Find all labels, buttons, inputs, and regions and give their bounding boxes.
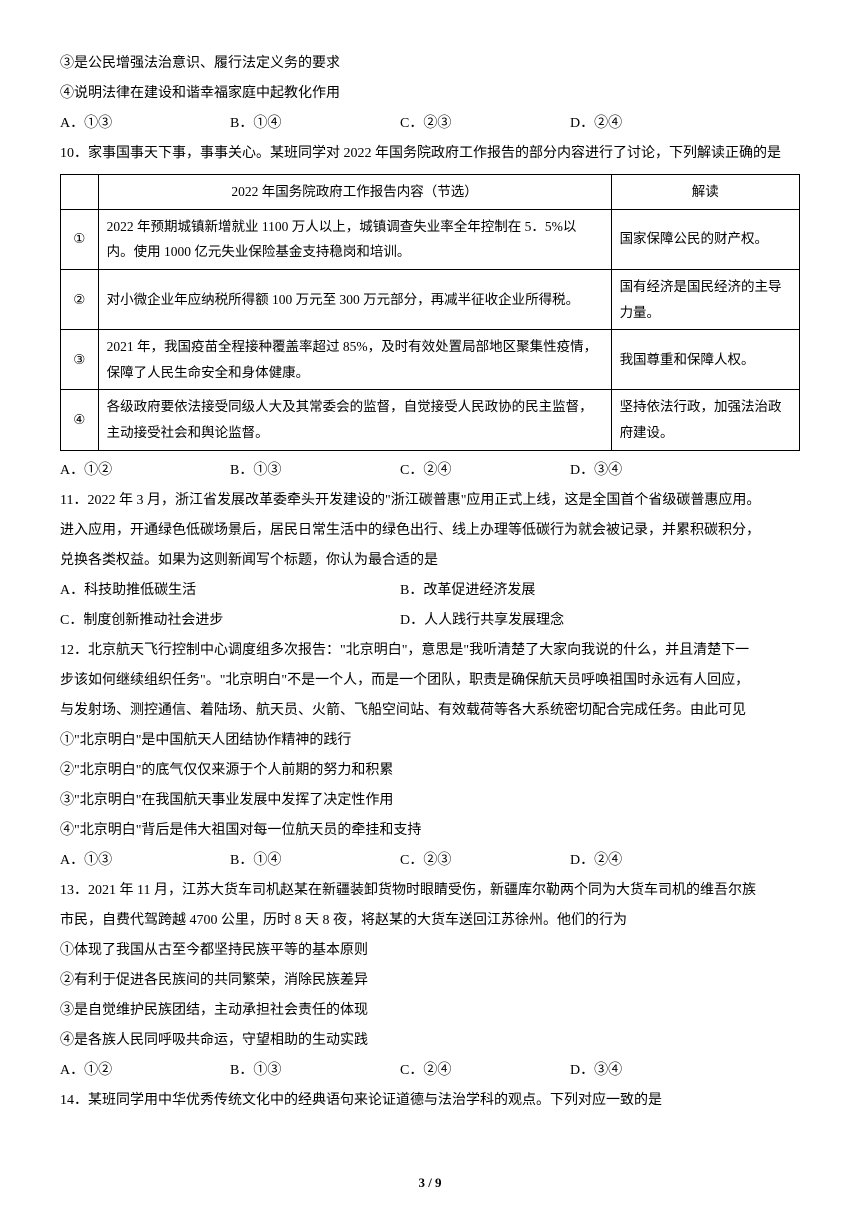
q13-choice-a: A．①② xyxy=(60,1057,230,1085)
row2-num: ② xyxy=(61,269,99,329)
q10-choice-a: A．①② xyxy=(60,457,230,485)
q11-line3: 兑换各类权益。如果为这则新闻写个标题，你认为最合适的是 xyxy=(60,547,800,575)
q12-stmt3: ③"北京明白"在我国航天事业发展中发挥了决定性作用 xyxy=(60,787,800,815)
pre-choice-d: D．②④ xyxy=(570,110,740,138)
q12-line1: 12．北京航天飞行控制中心调度组多次报告："北京明白"，意思是"我听清楚了大家向… xyxy=(60,637,800,665)
q11-choice-c: C．制度创新推动社会进步 xyxy=(60,607,400,635)
q13-line2: 市民，自费代驾跨越 4700 公里，历时 8 天 8 夜，将赵某的大货车送回江苏… xyxy=(60,907,800,935)
q13-choices: A．①② B．①③ C．②④ D．③④ xyxy=(60,1057,800,1085)
q10-choice-b: B．①③ xyxy=(230,457,400,485)
q13-choice-c: C．②④ xyxy=(400,1057,570,1085)
pre-choice-b: B．①④ xyxy=(230,110,400,138)
q12-choice-b: B．①④ xyxy=(230,847,400,875)
pre-choice-c: C．②③ xyxy=(400,110,570,138)
table-row: ① 2022 年预期城镇新增就业 1100 万人以上，城镇调查失业率全年控制在 … xyxy=(61,209,800,269)
q10-choice-d: D．③④ xyxy=(570,457,740,485)
q13-line1: 13．2021 年 11 月，江苏大货车司机赵某在新疆装卸货物时眼睛受伤，新疆库… xyxy=(60,877,800,905)
pre-choices: A．①③ B．①④ C．②③ D．②④ xyxy=(60,110,800,138)
q11-choices-row1: A．科技助推低碳生活 B．改革促进经济发展 xyxy=(60,577,800,605)
q13-choice-b: B．①③ xyxy=(230,1057,400,1085)
q11-choice-a: A．科技助推低碳生活 xyxy=(60,577,400,605)
row3-num: ③ xyxy=(61,330,99,390)
q12-line2: 步该如何继续组织任务"。"北京明白"不是一个人，而是一个团队，职责是确保航天员呼… xyxy=(60,667,800,695)
q12-line3: 与发射场、测控通信、着陆场、航天员、火箭、飞船空间站、有效载荷等各大系统密切配合… xyxy=(60,697,800,725)
q12-choices: A．①③ B．①④ C．②③ D．②④ xyxy=(60,847,800,875)
pre-stmt3: ③是公民增强法治意识、履行法定义务的要求 xyxy=(60,50,800,78)
q11-choice-d: D．人人践行共享发展理念 xyxy=(400,607,740,635)
row1-interp: 国家保障公民的财产权。 xyxy=(611,209,799,269)
table-row: ② 对小微企业年应纳税所得额 100 万元至 300 万元部分，再减半征收企业所… xyxy=(61,269,800,329)
q11-choice-b: B．改革促进经济发展 xyxy=(400,577,740,605)
q13-stmt4: ④是各族人民同呼吸共命运，守望相助的生动实践 xyxy=(60,1027,800,1055)
table-row: ④ 各级政府要依法接受同级人大及其常委会的监督，自觉接受人民政协的民主监督，主动… xyxy=(61,390,800,450)
row4-num: ④ xyxy=(61,390,99,450)
row4-interp: 坚持依法行政，加强法治政府建设。 xyxy=(611,390,799,450)
table-header-content: 2022 年国务院政府工作报告内容（节选） xyxy=(98,175,611,210)
q12-stmt1: ①"北京明白"是中国航天人团结协作精神的践行 xyxy=(60,727,800,755)
table-header-blank xyxy=(61,175,99,210)
q12-stmt2: ②"北京明白"的底气仅仅来源于个人前期的努力和积累 xyxy=(60,757,800,785)
row2-interp: 国有经济是国民经济的主导力量。 xyxy=(611,269,799,329)
table-header-interp: 解读 xyxy=(611,175,799,210)
row3-interp: 我国尊重和保障人权。 xyxy=(611,330,799,390)
pre-choice-a: A．①③ xyxy=(60,110,230,138)
q13-stmt2: ②有利于促进各民族间的共同繁荣，消除民族差异 xyxy=(60,967,800,995)
row2-content: 对小微企业年应纳税所得额 100 万元至 300 万元部分，再减半征收企业所得税… xyxy=(98,269,611,329)
row1-content: 2022 年预期城镇新增就业 1100 万人以上，城镇调查失业率全年控制在 5．… xyxy=(98,209,611,269)
table-row: ③ 2021 年，我国疫苗全程接种覆盖率超过 85%，及时有效处置局部地区聚集性… xyxy=(61,330,800,390)
q11-line2: 进入应用，开通绿色低碳场景后，居民日常生活中的绿色出行、线上办理等低碳行为就会被… xyxy=(60,517,800,545)
pre-stmt4: ④说明法律在建设和谐幸福家庭中起教化作用 xyxy=(60,80,800,108)
row3-content: 2021 年，我国疫苗全程接种覆盖率超过 85%，及时有效处置局部地区聚集性疫情… xyxy=(98,330,611,390)
q11-choices-row2: C．制度创新推动社会进步 D．人人践行共享发展理念 xyxy=(60,607,800,635)
q13-stmt3: ③是自觉维护民族团结，主动承担社会责任的体现 xyxy=(60,997,800,1025)
row1-num: ① xyxy=(61,209,99,269)
q10-table: 2022 年国务院政府工作报告内容（节选） 解读 ① 2022 年预期城镇新增就… xyxy=(60,174,800,451)
q13-choice-d: D．③④ xyxy=(570,1057,740,1085)
q12-stmt4: ④"北京明白"背后是伟大祖国对每一位航天员的牵挂和支持 xyxy=(60,817,800,845)
q13-stmt1: ①体现了我国从古至今都坚持民族平等的基本原则 xyxy=(60,937,800,965)
row4-content: 各级政府要依法接受同级人大及其常委会的监督，自觉接受人民政协的民主监督，主动接受… xyxy=(98,390,611,450)
page-number: 3 / 9 xyxy=(0,1170,860,1196)
q10-stem: 10．家事国事天下事，事事关心。某班同学对 2022 年国务院政府工作报告的部分… xyxy=(60,140,800,168)
q14-stem: 14．某班同学用中华优秀传统文化中的经典语句来论证道德与法治学科的观点。下列对应… xyxy=(60,1087,800,1115)
q11-line1: 11．2022 年 3 月，浙江省发展改革委牵头开发建设的"浙江碳普惠"应用正式… xyxy=(60,487,800,515)
q10-choice-c: C．②④ xyxy=(400,457,570,485)
q12-choice-d: D．②④ xyxy=(570,847,740,875)
q10-choices: A．①② B．①③ C．②④ D．③④ xyxy=(60,457,800,485)
q12-choice-c: C．②③ xyxy=(400,847,570,875)
q12-choice-a: A．①③ xyxy=(60,847,230,875)
